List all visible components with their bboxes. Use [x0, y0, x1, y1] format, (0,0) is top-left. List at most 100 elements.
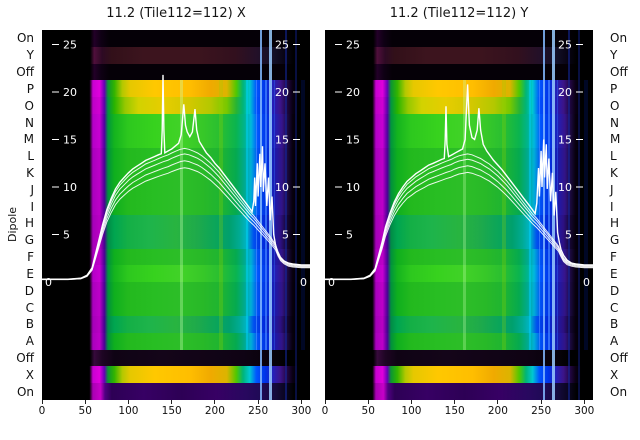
dipole-label-left: K — [26, 165, 34, 180]
x-tick-mark — [257, 400, 259, 404]
x-tick-mark — [324, 400, 326, 404]
trace-line — [325, 165, 593, 280]
y-tick-label: 25 — [558, 39, 572, 52]
heatmap-row — [42, 97, 310, 115]
dipole-label-left: N — [25, 115, 34, 130]
dipole-label-left: J — [30, 182, 34, 197]
dipole-label-left: I — [30, 199, 34, 214]
heatmap-row — [325, 349, 593, 368]
x-tick-mark — [367, 400, 369, 404]
trace-line — [325, 171, 593, 281]
dipole-label-left: P — [26, 81, 34, 96]
dipole-label-right: On — [610, 31, 628, 46]
dipole-label-right: I — [610, 199, 614, 214]
y-tick-label: 0 — [45, 276, 52, 289]
y-tick-label: 5 — [63, 229, 70, 242]
x-tick-mark — [497, 400, 499, 404]
dipole-label-right: Off — [610, 65, 628, 80]
y-tick-label: 25 — [63, 39, 77, 52]
heatmap-stripe — [548, 80, 550, 350]
y-tick-label: 10 — [63, 181, 77, 194]
heatmap-row — [42, 46, 310, 65]
dipole-label-left: C — [25, 300, 34, 315]
heatmap-stripe — [259, 30, 262, 400]
heatmap-stripe — [542, 30, 545, 400]
dipole-label-left: Y — [26, 48, 34, 63]
dipole-label-right: N — [610, 115, 619, 130]
heatmap-row — [325, 97, 593, 115]
dipole-label-left: L — [27, 149, 34, 164]
y-tick-label: 15 — [346, 134, 360, 147]
trace-line — [42, 153, 310, 280]
heatmap-stripe — [567, 30, 570, 400]
heatmap-row — [42, 114, 310, 132]
y-tick-label: 5 — [282, 229, 289, 242]
trace-line — [325, 158, 593, 280]
dipole-label-right: P — [610, 81, 618, 96]
heatmap-row — [325, 63, 593, 82]
x-tick-label: 300 — [291, 405, 312, 417]
dipole-label-left: X — [25, 367, 34, 382]
y-tick-label: 5 — [346, 229, 353, 242]
x-tick-label: 100 — [118, 405, 139, 417]
dipole-label-right: Y — [610, 48, 618, 63]
trace-line — [42, 74, 310, 280]
y-tick-label: 25 — [275, 39, 289, 52]
x-tick-label: 200 — [487, 405, 508, 417]
x-tick-label: 150 — [444, 405, 465, 417]
x-tick-label: 250 — [531, 405, 552, 417]
heatmap-row — [325, 315, 593, 334]
dipole-label-right: L — [610, 149, 617, 164]
x-tick-mark — [41, 400, 43, 404]
heatmap-row — [325, 265, 593, 283]
dipole-label-right: K — [610, 165, 618, 180]
heatmap-row — [42, 366, 310, 384]
y-tick-label: 0 — [583, 276, 590, 289]
dipole-label-left: B — [25, 317, 34, 332]
heatmap-row — [325, 366, 593, 384]
dipole-label-right: B — [610, 317, 619, 332]
dipole-label-left: D — [24, 283, 34, 298]
trace-line — [42, 147, 310, 280]
dipole-label-left: H — [24, 216, 34, 231]
y-tick-label: 10 — [346, 181, 360, 194]
heatmap-row — [42, 164, 310, 183]
heatmap-stripe — [273, 80, 276, 350]
y-tick-label: 20 — [346, 86, 360, 99]
heatmap-row — [42, 383, 310, 400]
heatmap-row — [42, 282, 310, 300]
x-tick-mark — [84, 400, 86, 404]
heatmap-row — [325, 248, 593, 267]
x-tick-mark — [583, 400, 585, 404]
dipole-label-right: X — [610, 367, 619, 382]
heatmap-stripe — [578, 30, 581, 400]
dipole-label-left: A — [25, 334, 34, 349]
heatmap-row — [42, 215, 310, 233]
x-tick-label: 250 — [248, 405, 269, 417]
dipole-label-left: M — [23, 132, 34, 147]
dipole-label-right: G — [610, 233, 620, 248]
heatmap-row — [325, 164, 593, 183]
heatmap-stripe — [284, 30, 287, 400]
y-tick-label: 15 — [63, 134, 77, 147]
y-tick-label: 10 — [275, 181, 289, 194]
dipole-label-right: F — [610, 250, 617, 265]
y-tick-label: 0 — [328, 276, 335, 289]
x-tick-label: 300 — [574, 405, 595, 417]
x-tick-mark — [454, 400, 456, 404]
dipole-label-right: O — [610, 98, 620, 113]
dipole-label-left: Off — [16, 65, 34, 80]
dipole-label-left: G — [24, 233, 34, 248]
trace-line — [42, 160, 310, 280]
y-tick-label: 20 — [275, 86, 289, 99]
dipole-label-left: F — [27, 250, 34, 265]
x-tick-label: 100 — [401, 405, 422, 417]
x-tick-label: 50 — [361, 405, 375, 417]
x-tick-label: 0 — [38, 405, 46, 417]
heatmap-row — [325, 147, 593, 166]
y-tick-label: 15 — [275, 134, 289, 147]
heatmap-stripe — [265, 80, 267, 350]
heatmap-stripe — [255, 80, 258, 350]
heatmap-stripe — [502, 80, 506, 350]
